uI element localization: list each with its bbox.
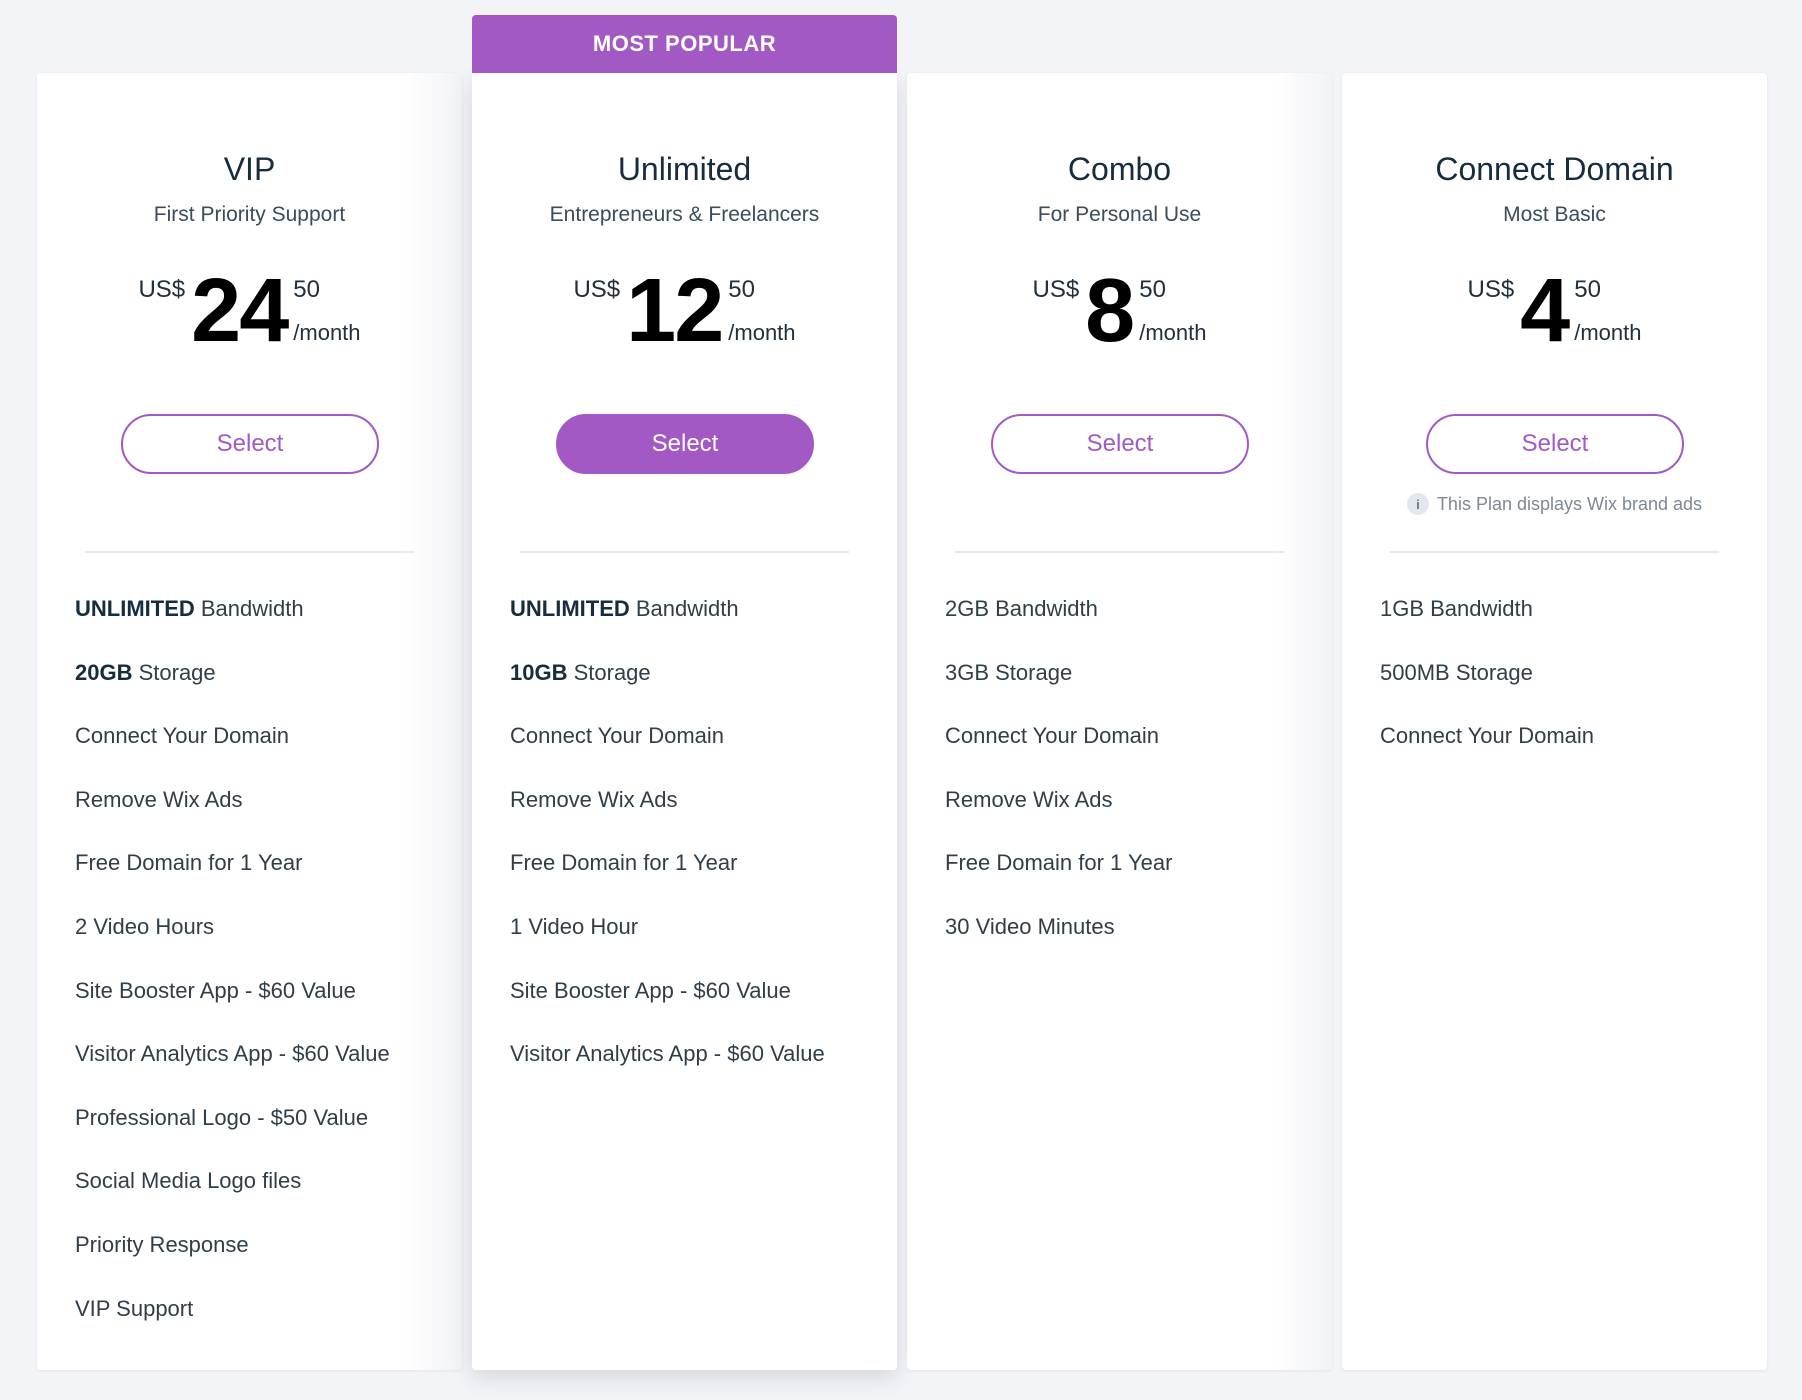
plan-card-unlimited: MOST POPULAR Unlimited Entrepreneurs & F…: [472, 15, 897, 1370]
price-amount: 8: [1085, 261, 1135, 361]
plan-name: Combo: [1067, 151, 1172, 187]
plan-name: Connect Domain: [1435, 151, 1674, 187]
price-cents: 50: [1139, 276, 1166, 303]
feature-item: Remove Wix Ads: [945, 786, 1113, 812]
feature-item: Remove Wix Ads: [510, 786, 678, 812]
feature-item: 10GB Storage: [510, 659, 651, 685]
plan-tagline: Entrepreneurs & Freelancers: [549, 203, 820, 226]
feature-item: 20GB Storage: [75, 659, 216, 685]
info-icon[interactable]: i: [1406, 493, 1429, 515]
most-popular-ribbon: MOST POPULAR: [472, 15, 897, 73]
plan-card-connect-domain: Connect Domain Most Basic US$ 4 50 /mont…: [1342, 73, 1767, 1370]
feature-list: 1GB Bandwidth 500MB Storage Connect Your…: [1380, 596, 1594, 787]
feature-item: Connect Your Domain: [510, 723, 725, 749]
price-amount: 4: [1520, 261, 1570, 361]
feature-list: UNLIMITED Bandwidth 10GB Storage Connect…: [510, 596, 825, 1105]
feature-item: Visitor Analytics App - $60 Value: [75, 1041, 390, 1067]
price-amount: 24: [191, 261, 289, 361]
price-period: /month: [293, 320, 361, 345]
price-cents: 50: [1574, 276, 1601, 303]
feature-item: Social Media Logo files: [75, 1168, 302, 1194]
divider: [1390, 551, 1719, 553]
price-cents: 50: [293, 276, 320, 303]
plan-card-combo: Combo For Personal Use US$ 8 50 /month S…: [907, 73, 1332, 1370]
price-currency: US$: [1032, 276, 1080, 303]
feature-item: Priority Response: [75, 1231, 249, 1257]
plan-tagline: For Personal Use: [1037, 203, 1202, 226]
plan-tagline: Most Basic: [1503, 203, 1606, 226]
divider: [955, 551, 1284, 553]
ads-notice: i This Plan displays Wix brand ads: [1342, 493, 1767, 515]
plan-card-vip: VIP First Priority Support US$ 24 50 /mo…: [37, 73, 462, 1370]
feature-item: 2GB Bandwidth: [945, 596, 1098, 621]
feature-item: 1 Video Hour: [510, 913, 639, 939]
divider: [85, 551, 414, 553]
select-button-unlimited[interactable]: Select: [556, 414, 814, 474]
feature-item: 1GB Bandwidth: [1380, 596, 1533, 621]
feature-item: UNLIMITED Bandwidth: [75, 596, 304, 621]
feature-item: Site Booster App - $60 Value: [75, 977, 356, 1003]
feature-item: 3GB Storage: [945, 659, 1073, 685]
plan-price: US$ 4 50 /month: [1342, 261, 1767, 361]
feature-item: Free Domain for 1 Year: [945, 850, 1173, 876]
feature-item: Free Domain for 1 Year: [510, 850, 738, 876]
price-period: /month: [1574, 320, 1642, 345]
feature-item: Connect Your Domain: [75, 723, 290, 749]
feature-list: 2GB Bandwidth 3GB Storage Connect Your D…: [945, 596, 1172, 978]
plan-price: US$ 24 50 /month: [37, 261, 462, 361]
feature-item: Visitor Analytics App - $60 Value: [510, 1041, 825, 1067]
price-period: /month: [728, 320, 796, 345]
plan-name: Unlimited: [617, 151, 752, 187]
select-button-connect-domain[interactable]: Select: [1426, 414, 1684, 474]
feature-item: Connect Your Domain: [1380, 723, 1595, 749]
plan-price: US$ 8 50 /month: [907, 261, 1332, 361]
plan-tagline: First Priority Support: [153, 203, 346, 226]
divider: [520, 551, 849, 553]
price-amount: 12: [626, 261, 724, 361]
feature-list: UNLIMITED Bandwidth 20GB Storage Connect…: [75, 596, 390, 1359]
feature-item: Free Domain for 1 Year: [75, 850, 303, 876]
price-currency: US$: [138, 276, 186, 303]
ads-notice-text: This Plan displays Wix brand ads: [1436, 493, 1703, 514]
feature-item: Professional Logo - $50 Value: [75, 1104, 369, 1130]
feature-item: VIP Support: [75, 1295, 194, 1321]
feature-item: 30 Video Minutes: [945, 913, 1115, 939]
pricing-plans: VIP First Priority Support US$ 24 50 /mo…: [37, 15, 1769, 1372]
price-cents: 50: [728, 276, 755, 303]
plan-name: VIP: [223, 151, 276, 187]
plan-price: US$ 12 50 /month: [472, 261, 897, 361]
feature-item: 2 Video Hours: [75, 913, 215, 939]
price-currency: US$: [573, 276, 621, 303]
feature-item: Site Booster App - $60 Value: [510, 977, 791, 1003]
feature-item: 500MB Storage: [1380, 659, 1533, 685]
select-button-vip[interactable]: Select: [121, 414, 379, 474]
feature-item: UNLIMITED Bandwidth: [510, 596, 739, 621]
feature-item: Connect Your Domain: [945, 723, 1160, 749]
select-button-combo[interactable]: Select: [991, 414, 1249, 474]
price-period: /month: [1139, 320, 1207, 345]
feature-item: Remove Wix Ads: [75, 786, 243, 812]
price-currency: US$: [1467, 276, 1515, 303]
